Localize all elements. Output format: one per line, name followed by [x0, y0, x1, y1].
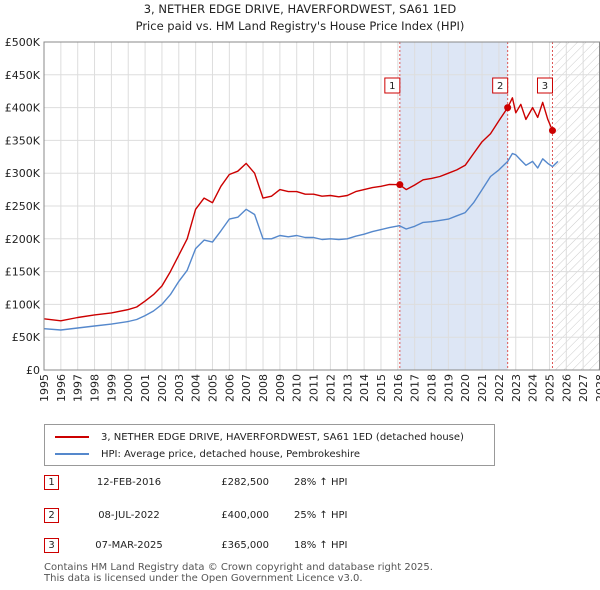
- footer-copyright: Contains HM Land Registry data © Crown c…: [44, 562, 433, 573]
- y-tick-label: £0: [26, 364, 40, 377]
- x-tick-label: 2022: [493, 374, 506, 402]
- x-tick-label: 2002: [156, 374, 169, 402]
- y-tick-label: £450K: [5, 69, 41, 82]
- y-tick-label: £100K: [5, 298, 41, 311]
- x-tick-label: 2025: [543, 374, 556, 402]
- x-tick-label: 2000: [122, 374, 135, 402]
- y-tick-label: £400K: [5, 102, 41, 115]
- x-tick-label: 2012: [324, 374, 337, 402]
- x-tick-label: 2006: [223, 374, 236, 402]
- x-tick-label: 2028: [594, 374, 600, 402]
- x-tick-label: 2008: [257, 374, 270, 402]
- property-series-line: [43, 97, 554, 322]
- sale-label-box: [492, 77, 509, 94]
- chart-subtitle: Price paid vs. HM Land Registry's House …: [135, 19, 465, 33]
- transaction-price: £400,000: [221, 510, 269, 521]
- sale-label: 2: [497, 81, 503, 92]
- transaction-price: £365,000: [221, 540, 269, 551]
- x-tick-label: 2021: [476, 374, 489, 402]
- y-tick-label: £500K: [5, 36, 41, 49]
- legend-label-property: 3, NETHER EDGE DRIVE, HAVERFORDWEST, SA6…: [101, 431, 464, 443]
- transaction-date: 12-FEB-2016: [96, 477, 162, 488]
- transaction-hpi: 28% ↑ HPI: [294, 477, 348, 488]
- x-tick-label: 2004: [190, 374, 203, 402]
- x-tick-label: 2001: [139, 374, 152, 402]
- x-tick-label: 2014: [358, 374, 371, 402]
- sale-label-box: [536, 77, 553, 94]
- y-tick-label: £250K: [5, 200, 41, 213]
- x-tick-label: 2016: [392, 374, 405, 402]
- x-tick-label: 2010: [291, 374, 304, 402]
- x-tick-label: 1998: [89, 374, 102, 402]
- x-tick-label: 2009: [274, 374, 287, 402]
- legend-item-hpi: HPI: Average price, detached house, Pemb…: [55, 447, 360, 461]
- legend-label-hpi: HPI: Average price, detached house, Pemb…: [101, 448, 360, 460]
- x-tick-label: 2027: [577, 374, 590, 402]
- footer: Contains HM Land Registry data © Crown c…: [44, 562, 433, 584]
- legend-item-property: 3, NETHER EDGE DRIVE, HAVERFORDWEST, SA6…: [55, 430, 464, 444]
- chart-title: 3, NETHER EDGE DRIVE, HAVERFORDWEST, SA6…: [143, 2, 457, 16]
- x-tick-label: 2019: [442, 374, 455, 402]
- x-tick-label: 2007: [240, 374, 253, 402]
- x-tick-label: 2026: [560, 374, 573, 402]
- x-tick-label: 2015: [375, 374, 388, 402]
- x-tick-label: 2023: [510, 374, 523, 402]
- sale-point: [396, 181, 404, 189]
- sale-label-box: [384, 77, 401, 94]
- transaction-date: 07-MAR-2025: [95, 540, 163, 551]
- price-chart: £0 £50K £100K £150K £200K £250K £300K £350K £400…: [5, 36, 600, 402]
- transaction-number: 1: [44, 475, 59, 490]
- x-tick-label: 2020: [459, 374, 472, 402]
- transaction-number: 2: [44, 508, 59, 523]
- x-tick-label: 1997: [72, 374, 85, 402]
- y-tick-label: £150K: [5, 266, 41, 279]
- x-tick-label: 1995: [38, 374, 51, 402]
- transaction-hpi: 18% ↑ HPI: [294, 540, 348, 551]
- sale-label: 3: [542, 81, 548, 92]
- x-tick-label: 2011: [308, 374, 321, 402]
- legend-swatch-hpi: [55, 453, 89, 455]
- transaction-number: 3: [44, 538, 59, 553]
- legend-swatch-property: [55, 436, 89, 438]
- sale-label: 1: [389, 81, 395, 92]
- x-tick-label: 2024: [527, 374, 540, 402]
- legend: 3, NETHER EDGE DRIVE, HAVERFORDWEST, SA6…: [44, 424, 495, 466]
- transaction-price: £282,500: [221, 477, 269, 488]
- footer-licence: This data is licensed under the Open Gov…: [44, 573, 363, 584]
- sale-point: [548, 127, 556, 135]
- transaction-date: 08-JUL-2022: [98, 510, 160, 521]
- x-tick-label: 2017: [409, 374, 422, 402]
- x-tick-label: 1996: [55, 374, 68, 402]
- x-tick-label: 2003: [173, 374, 186, 402]
- transaction-hpi: 25% ↑ HPI: [294, 510, 348, 521]
- y-tick-label: £300K: [5, 167, 41, 180]
- y-tick-label: £200K: [5, 233, 41, 246]
- hpi-series-line: [43, 152, 559, 331]
- x-tick-label: 2018: [426, 374, 439, 402]
- x-tick-label: 2013: [341, 374, 354, 402]
- x-tick-label: 2005: [206, 374, 219, 402]
- x-tick-label: 1999: [105, 374, 118, 402]
- y-tick-label: £50K: [12, 331, 41, 344]
- sale-point: [504, 104, 512, 112]
- y-tick-label: £350K: [5, 134, 41, 147]
